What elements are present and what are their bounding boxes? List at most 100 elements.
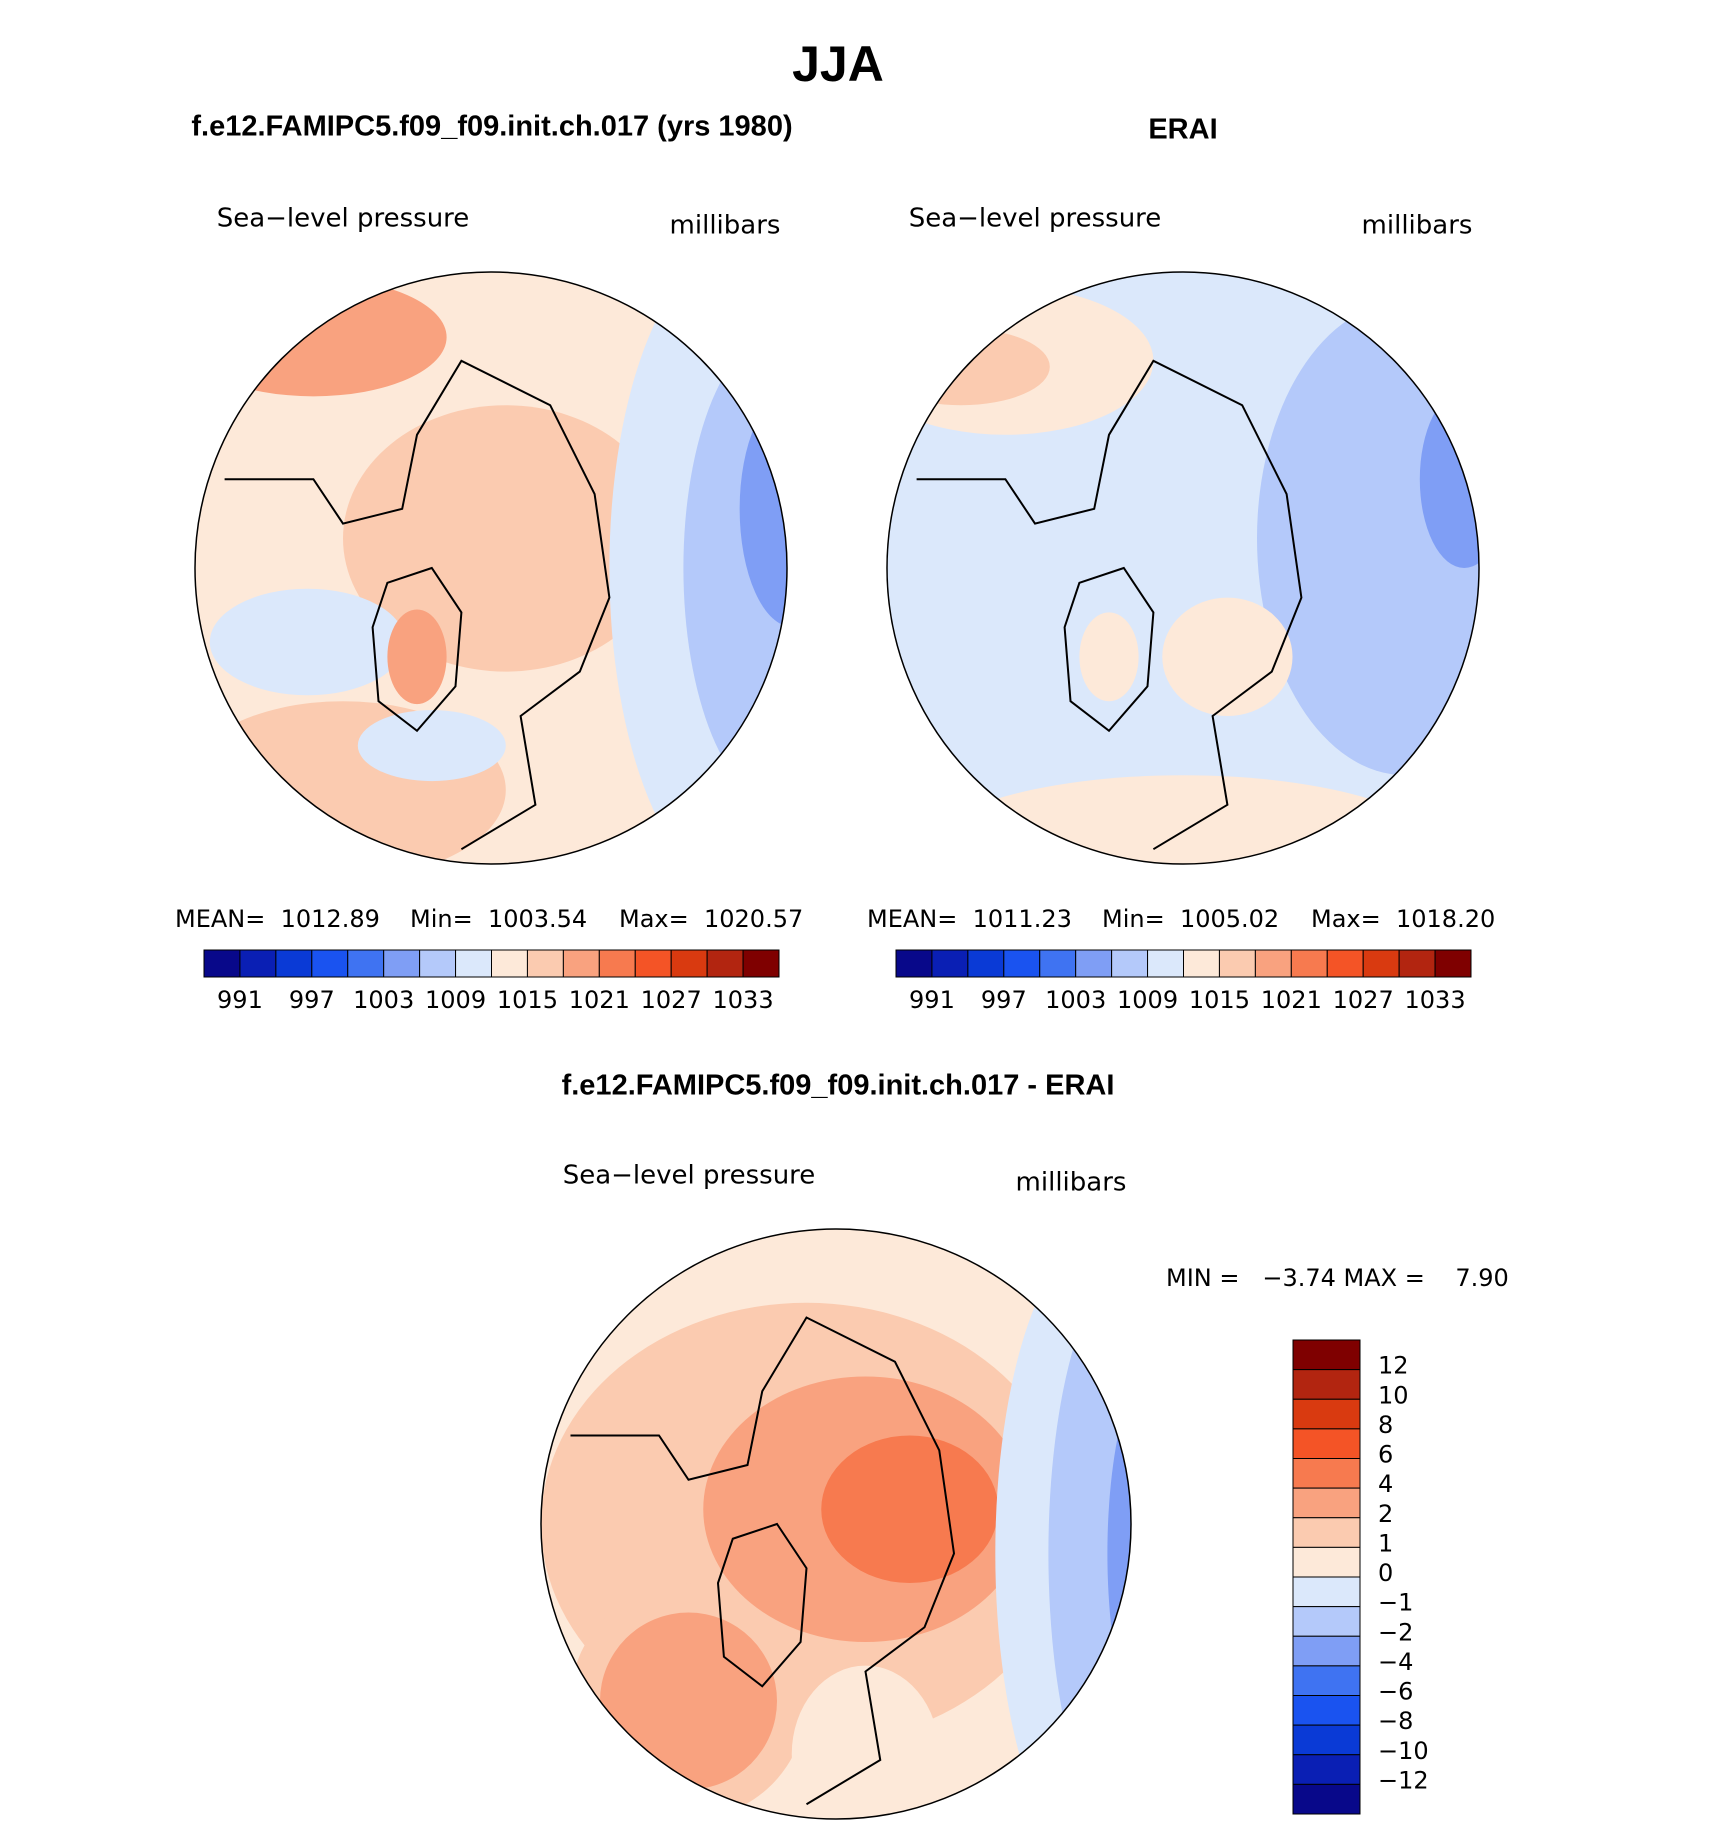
stat-mean: MEAN= 1012.89 — [175, 905, 380, 933]
map-border — [886, 271, 1480, 865]
min-max: MIN = −3.74 MAX = 7.90 — [1166, 1264, 1509, 1292]
colorbar-label: 1033 — [713, 986, 774, 1014]
pressure-region — [1162, 597, 1293, 716]
colorbar-box — [1292, 1695, 1361, 1726]
colorbar-label: 8 — [1378, 1411, 1393, 1439]
colorbar-box — [1292, 1458, 1361, 1489]
colorbar-label: 4 — [1378, 1470, 1393, 1498]
stat-max: Max= 1018.20 — [1311, 905, 1495, 933]
colorbar-label: 0 — [1378, 1559, 1393, 1587]
colorbar-box — [1147, 949, 1184, 978]
units-label: millibars — [670, 211, 781, 241]
map-border — [194, 271, 788, 865]
colorbar-box — [1292, 1428, 1361, 1459]
colorbar-label: 12 — [1378, 1352, 1409, 1380]
colorbar-label: 1021 — [1261, 986, 1322, 1014]
colorbar-label: −8 — [1378, 1707, 1413, 1735]
pressure-region — [887, 328, 1050, 406]
colorbar-label: −6 — [1378, 1678, 1413, 1706]
field-label: Sea−level pressure — [563, 1161, 816, 1191]
colorbar-box — [1003, 949, 1041, 978]
pressure-region — [1107, 1347, 1131, 1760]
coastline — [1063, 566, 1155, 733]
map — [887, 272, 1479, 864]
colorbar-box — [1111, 949, 1149, 978]
colorbar-box — [1292, 1576, 1361, 1608]
units-label: millibars — [1362, 211, 1473, 241]
colorbar: 991 997 1003 1009 1015 1021 1027 1033 — [895, 949, 1472, 1014]
colorbar-box — [1075, 949, 1113, 978]
pressure-region — [1048, 1258, 1131, 1819]
colorbar-label: 1 — [1378, 1529, 1393, 1557]
coastline — [716, 1522, 808, 1688]
colorbar-label: 1015 — [1189, 986, 1250, 1014]
colorbar-box — [275, 949, 313, 978]
coastline — [371, 566, 463, 733]
field-label: Sea−level pressure — [217, 204, 470, 234]
colorbar-box — [1039, 949, 1077, 978]
colorbar-box — [1292, 1635, 1361, 1667]
colorbar-box — [1292, 1783, 1361, 1815]
colorbar-box — [1292, 1398, 1361, 1430]
colorbar-label: 997 — [981, 986, 1027, 1014]
colorbar-label: 1021 — [569, 986, 630, 1014]
colorbar-box — [491, 949, 528, 978]
stat-min: Min= 1005.02 — [1102, 905, 1279, 933]
colorbar-box — [706, 949, 744, 978]
colorbar-label: 1027 — [641, 986, 702, 1014]
colorbar-box — [1292, 1665, 1361, 1696]
units-label: millibars — [1016, 1168, 1127, 1198]
pressure-region — [1257, 301, 1479, 776]
stat-max: Max= 1020.57 — [619, 905, 803, 933]
colorbar-box — [526, 949, 564, 978]
colorbar-label: −1 — [1378, 1589, 1413, 1617]
pressure-region — [821, 1435, 999, 1583]
colorbar-label: 1015 — [497, 986, 558, 1014]
colorbar-box — [1434, 949, 1472, 978]
colorbar-label: 2 — [1378, 1500, 1393, 1528]
colorbar-box — [1290, 949, 1328, 978]
colorbar-label: −12 — [1378, 1766, 1429, 1794]
colorbar-box — [1292, 1724, 1361, 1756]
colorbar-label: −4 — [1378, 1648, 1413, 1676]
pressure-region — [1419, 390, 1479, 569]
colorbar-box — [239, 949, 277, 978]
colorbar-box — [634, 949, 672, 978]
map — [541, 1229, 1131, 1819]
colorbar-label: 1003 — [353, 986, 414, 1014]
pressure-region — [195, 277, 447, 397]
pressure-region — [600, 1612, 777, 1790]
field-label: Sea−level pressure — [909, 204, 1162, 234]
map — [195, 272, 787, 864]
colorbar-label: 6 — [1378, 1441, 1393, 1469]
coastline — [224, 359, 611, 851]
colorbar-label: 997 — [289, 986, 335, 1014]
colorbar-box — [1218, 949, 1256, 978]
colorbar-box — [598, 949, 636, 978]
colorbar-box — [931, 949, 969, 978]
colorbar-box — [1398, 949, 1436, 978]
colorbar-box — [967, 949, 1005, 978]
pressure-region — [739, 390, 787, 628]
colorbar-label: 1033 — [1405, 986, 1466, 1014]
colorbar-box — [1292, 1517, 1361, 1548]
pressure-region — [791, 1665, 940, 1819]
pressure-region — [1079, 612, 1139, 702]
panel-title: ERAI — [1148, 114, 1217, 146]
colorbar-label: 991 — [217, 986, 263, 1014]
stat-mean: MEAN= 1011.23 — [867, 905, 1072, 933]
figure-title: JJA — [792, 36, 884, 92]
colorbar-label: −10 — [1378, 1737, 1429, 1765]
colorbar-box — [562, 949, 600, 978]
colorbar-label: −2 — [1378, 1618, 1413, 1646]
colorbar-box — [347, 949, 385, 978]
colorbar: 991 997 1003 1009 1015 1021 1027 1033 — [203, 949, 780, 1014]
colorbar-box — [1292, 1606, 1361, 1637]
colorbar-box — [1183, 949, 1220, 978]
pressure-region — [387, 609, 447, 705]
pressure-region — [916, 775, 1450, 864]
pressure-region — [209, 588, 406, 696]
stat-min: Min= 1003.54 — [410, 905, 587, 933]
